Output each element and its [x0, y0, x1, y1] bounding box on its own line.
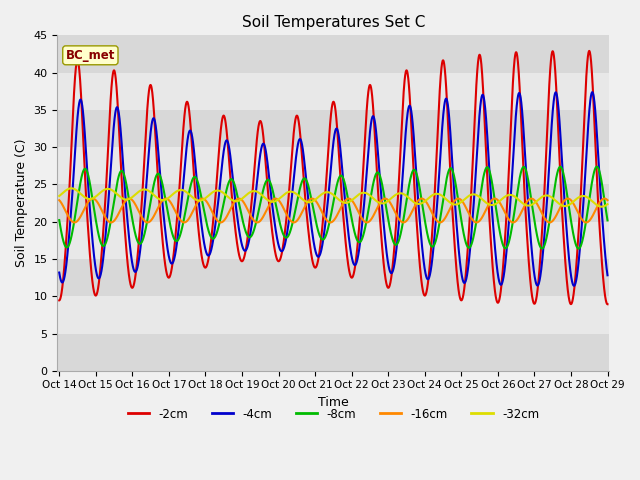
- Legend: -2cm, -4cm, -8cm, -16cm, -32cm: -2cm, -4cm, -8cm, -16cm, -32cm: [123, 403, 544, 425]
- Bar: [58, 334, 609, 371]
- Bar: [58, 147, 609, 184]
- Bar: [58, 72, 609, 110]
- Bar: [58, 184, 609, 222]
- Title: Soil Temperatures Set C: Soil Temperatures Set C: [242, 15, 425, 30]
- Bar: [58, 296, 609, 334]
- Bar: [58, 36, 609, 72]
- Bar: [58, 222, 609, 259]
- Bar: [58, 259, 609, 296]
- Y-axis label: Soil Temperature (C): Soil Temperature (C): [15, 139, 28, 267]
- X-axis label: Time: Time: [318, 396, 349, 409]
- Text: BC_met: BC_met: [66, 49, 115, 62]
- Bar: [58, 110, 609, 147]
